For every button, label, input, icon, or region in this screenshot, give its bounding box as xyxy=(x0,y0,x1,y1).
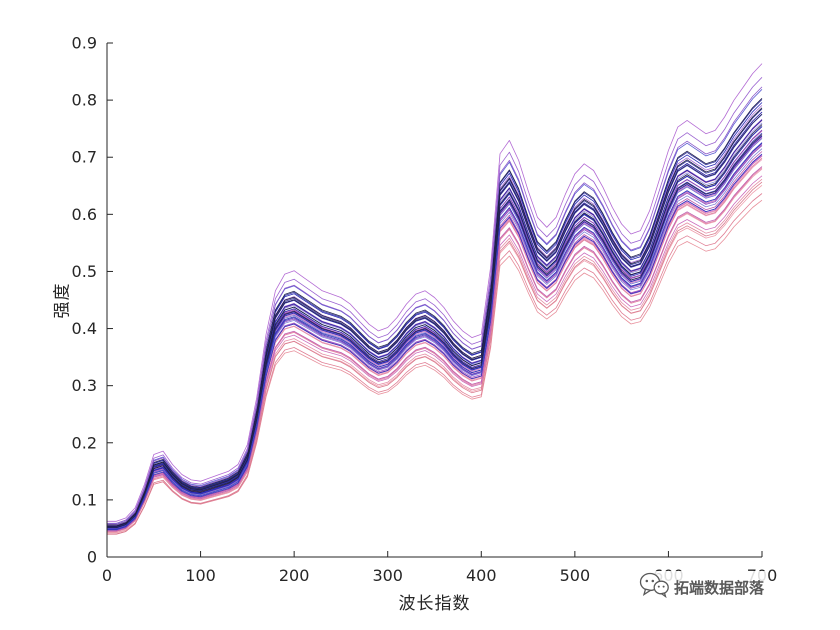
y-tick-label: 0.8 xyxy=(72,91,97,110)
wechat-icon xyxy=(639,572,669,602)
y-tick-label: 0.4 xyxy=(72,319,97,338)
spectrum-line xyxy=(107,193,763,535)
spectrum-line xyxy=(107,134,763,526)
spectrum-line xyxy=(107,113,763,526)
spectrum-line xyxy=(107,102,763,526)
x-tick-label: 0 xyxy=(102,566,112,585)
spectrum-line xyxy=(107,178,763,532)
y-tick-label: 0.7 xyxy=(72,148,97,167)
spectrum-line xyxy=(107,111,763,528)
y-tick-label: 0.9 xyxy=(72,34,97,53)
spectrum-line xyxy=(107,98,763,526)
y-tick-label: 0.6 xyxy=(72,205,97,224)
spectrum-line xyxy=(107,107,763,527)
spectrum-line xyxy=(107,124,763,528)
spectrum-line xyxy=(107,129,763,530)
y-axis-label: 强度 xyxy=(52,282,73,319)
spectrum-line xyxy=(107,135,763,528)
spectrum-line xyxy=(107,181,763,535)
x-tick-label: 200 xyxy=(279,566,310,585)
y-tick-label: 0.1 xyxy=(72,490,97,509)
x-tick-label: 400 xyxy=(466,566,497,585)
spectrum-line xyxy=(107,89,763,524)
x-axis-label: 波长指数 xyxy=(398,594,471,614)
spectrum-line xyxy=(107,99,763,527)
x-tick-label: 100 xyxy=(185,566,216,585)
spectrum-line xyxy=(107,142,763,531)
spectrum-line xyxy=(107,86,763,526)
y-tick-label: 0 xyxy=(87,548,97,567)
y-tick-label: 0.5 xyxy=(72,262,97,281)
spectrum-line xyxy=(107,63,763,522)
spectrum-line xyxy=(107,138,763,530)
watermark: 拓端数据部落 xyxy=(636,571,768,603)
spectrum-line xyxy=(107,129,763,530)
spectrum-line xyxy=(107,126,763,530)
x-tick-label: 500 xyxy=(560,566,591,585)
spectrum-line xyxy=(107,77,763,524)
spectrum-line xyxy=(107,167,763,532)
x-tick-label: 300 xyxy=(372,566,403,585)
y-tick-label: 0.2 xyxy=(72,433,97,452)
spectrum-line xyxy=(107,111,763,528)
y-tick-label: 0.3 xyxy=(72,376,97,395)
watermark-text: 拓端数据部落 xyxy=(674,578,765,597)
spectrum-line xyxy=(107,166,763,531)
spectrum-line xyxy=(107,153,763,530)
